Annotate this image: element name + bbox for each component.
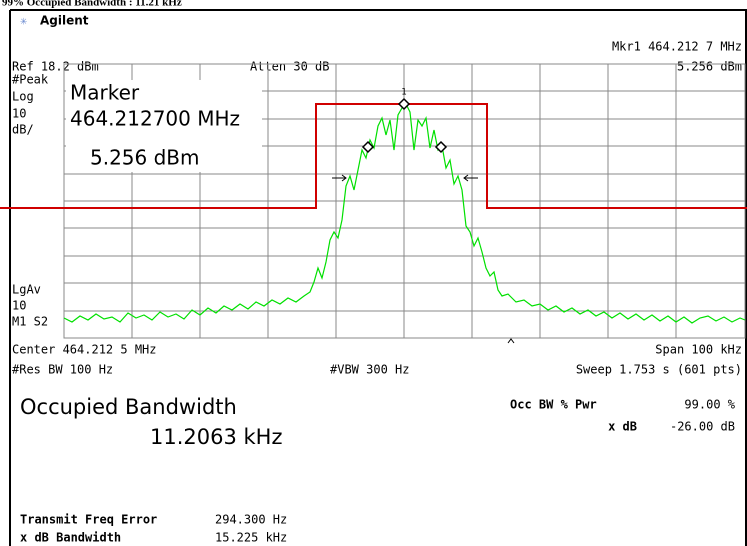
freq-error-label: Transmit Freq Error [20,513,157,527]
caption: 99% Occupied Bandwidth : 11.21 kHz [2,0,182,9]
result-title: Occupied Bandwidth [20,395,237,419]
vbw: #VBW 300 Hz [330,363,409,377]
rbw: #Res BW 100 Hz [12,363,113,377]
brand: Agilent [40,14,89,28]
marker-diamond [397,97,411,111]
marker-level: 5.256 dBm [90,146,200,170]
xdb-value: -26.00 dB [670,420,735,434]
occ-value: 99.00 % [684,398,735,412]
xdb-label: x dB [608,420,637,434]
occ-label: Occ BW % Pwr [510,398,597,412]
atten: Atten 30 dB [250,60,329,74]
average-label: M1 S2 [12,315,48,329]
marker-box [66,80,262,172]
xdb-bw-label: x dB Bandwidth [20,531,121,545]
xdb-arrow [332,174,347,182]
logo-icon: ✳ [20,14,27,28]
marker-title: Marker [70,81,140,105]
marker-level: 5.256 dBm [677,60,742,74]
average-label: LgAv [12,283,41,297]
ref-level: Ref 18.2 dBm [12,60,99,74]
marker-number: 1 [401,88,406,98]
caret [507,338,515,344]
average-label: 10 [12,299,26,313]
obw-diamond [361,140,375,154]
result-value: 11.2063 kHz [150,425,283,449]
scale-label: dB/ [12,123,34,137]
xdb-bw-value: 15.225 kHz [215,531,287,545]
obw-diamond [434,140,448,154]
xdb-arrow [463,174,478,182]
freq-error-value: 294.300 Hz [215,513,287,527]
scale-label: Log [12,90,34,104]
marker-frequency: 464.212700 MHz [70,107,240,131]
marker-readout: Mkr1 464.212 7 MHz [612,40,742,54]
span: Span 100 kHz [655,343,742,357]
detector: #Peak [12,73,49,87]
sweep: Sweep 1.753 s (601 pts) [576,363,742,377]
scale-label: 10 [12,107,26,121]
center-freq: Center 464.212 5 MHz [12,343,157,357]
